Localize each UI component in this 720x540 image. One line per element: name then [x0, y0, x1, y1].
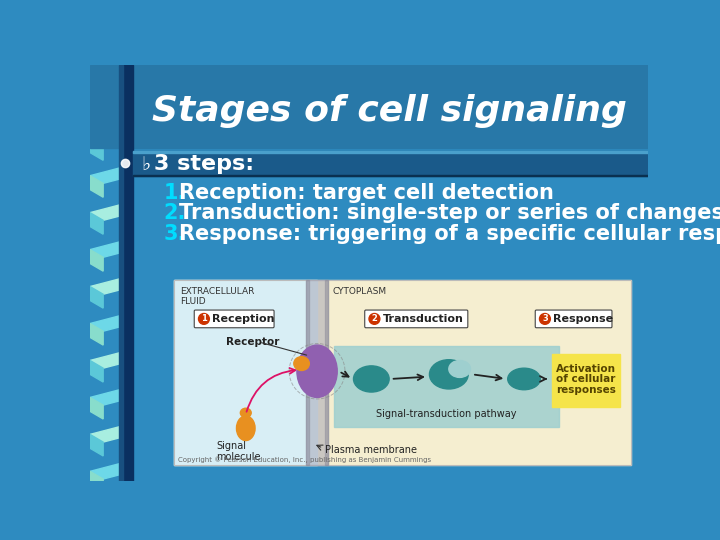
- Text: Stages of cell signaling: Stages of cell signaling: [152, 94, 627, 128]
- Text: Reception: Reception: [212, 314, 275, 324]
- FancyBboxPatch shape: [194, 310, 274, 328]
- Polygon shape: [90, 427, 132, 442]
- Bar: [552, 354, 620, 407]
- Bar: [133, 175, 648, 177]
- Polygon shape: [90, 139, 103, 160]
- Polygon shape: [90, 65, 103, 86]
- FancyBboxPatch shape: [365, 310, 468, 328]
- Ellipse shape: [294, 356, 310, 370]
- Polygon shape: [90, 464, 132, 479]
- Polygon shape: [90, 279, 132, 294]
- Polygon shape: [90, 323, 103, 345]
- Polygon shape: [90, 287, 103, 308]
- Bar: [133, 151, 648, 153]
- Polygon shape: [90, 249, 103, 271]
- Bar: [306, 280, 310, 465]
- Polygon shape: [90, 397, 103, 419]
- Text: Copyright © Pearson Education, Inc., publishing as Benjamin Cummings: Copyright © Pearson Education, Inc., pub…: [178, 456, 431, 463]
- Bar: [133, 151, 648, 177]
- Circle shape: [539, 314, 550, 325]
- Ellipse shape: [508, 368, 540, 390]
- Text: 2.: 2.: [163, 204, 186, 224]
- Ellipse shape: [429, 360, 468, 389]
- Bar: [90, 65, 648, 148]
- Text: 1: 1: [201, 314, 207, 323]
- Text: of cellular: of cellular: [557, 374, 616, 384]
- Polygon shape: [90, 471, 103, 493]
- Text: EXTRACELLULAR
FLUID: EXTRACELLULAR FLUID: [180, 287, 254, 306]
- Polygon shape: [90, 213, 103, 234]
- Text: responses: responses: [556, 385, 616, 395]
- Ellipse shape: [449, 361, 471, 377]
- Text: Signal
molecule: Signal molecule: [216, 441, 261, 462]
- Text: Transduction: Transduction: [383, 314, 464, 324]
- Polygon shape: [90, 361, 103, 382]
- Polygon shape: [90, 316, 132, 331]
- Bar: [120, 65, 122, 481]
- Text: 3: 3: [542, 314, 548, 323]
- Bar: [174, 280, 317, 465]
- Polygon shape: [90, 94, 132, 110]
- Bar: [122, 65, 133, 481]
- Bar: [306, 280, 328, 465]
- Text: Receptor: Receptor: [226, 338, 280, 347]
- Text: Signal-transduction pathway: Signal-transduction pathway: [377, 409, 517, 419]
- Text: Plasma membrane: Plasma membrane: [325, 445, 417, 455]
- Text: 2: 2: [372, 314, 377, 323]
- Polygon shape: [90, 57, 132, 72]
- Ellipse shape: [236, 416, 255, 441]
- Text: 3 steps:: 3 steps:: [153, 154, 253, 174]
- Text: ♭: ♭: [141, 154, 150, 174]
- Text: Response: triggering of a specific cellular response: Response: triggering of a specific cellu…: [179, 224, 720, 244]
- Text: 3.: 3.: [163, 224, 186, 244]
- Circle shape: [199, 314, 210, 325]
- Polygon shape: [90, 131, 132, 146]
- Bar: [334, 346, 559, 427]
- Text: Response: Response: [554, 314, 613, 324]
- Polygon shape: [90, 205, 132, 220]
- Polygon shape: [90, 353, 132, 368]
- Polygon shape: [90, 242, 132, 257]
- FancyBboxPatch shape: [535, 310, 612, 328]
- Text: CYTOPLASM: CYTOPLASM: [333, 287, 387, 295]
- Polygon shape: [90, 168, 132, 184]
- Circle shape: [369, 314, 380, 325]
- Text: Transduction: single-step or series of changes: Transduction: single-step or series of c…: [179, 204, 720, 224]
- Bar: [325, 280, 328, 465]
- Bar: [174, 280, 631, 465]
- Polygon shape: [90, 390, 132, 405]
- Polygon shape: [90, 102, 103, 123]
- Text: 1.: 1.: [163, 183, 186, 202]
- Polygon shape: [90, 176, 103, 197]
- Polygon shape: [90, 434, 103, 456]
- Text: Reception: target cell detection: Reception: target cell detection: [179, 183, 554, 202]
- Ellipse shape: [354, 366, 389, 392]
- Ellipse shape: [240, 408, 251, 417]
- Bar: [174, 280, 631, 465]
- Text: Activation: Activation: [556, 363, 616, 374]
- Ellipse shape: [297, 345, 337, 397]
